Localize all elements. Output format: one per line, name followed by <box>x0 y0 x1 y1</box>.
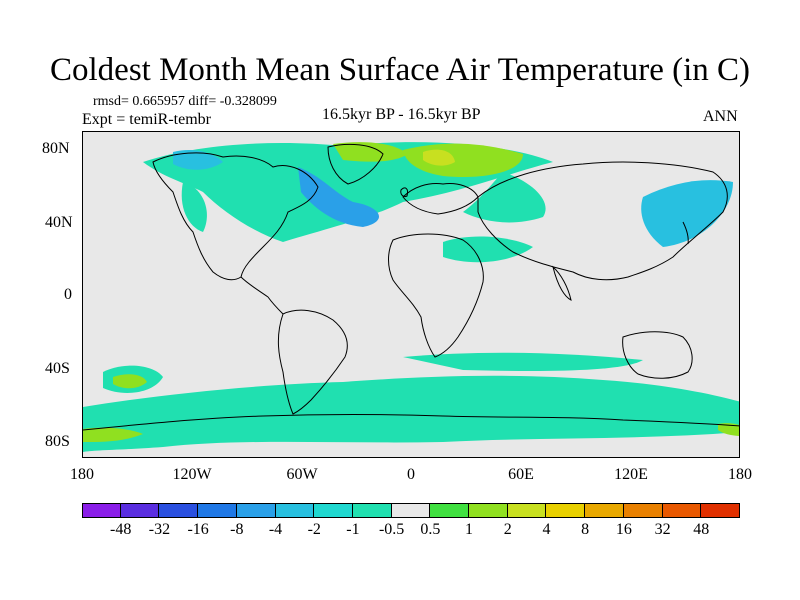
patch-greenland-green <box>333 142 408 162</box>
patch-north-america-west <box>181 182 207 232</box>
patch-labrador-blue <box>298 167 380 227</box>
colorbar-label: -8 <box>230 521 244 538</box>
xtick-label: 120E <box>614 466 648 483</box>
xtick-label: 0 <box>407 466 415 483</box>
experiment-label: Expt = temiR-tembr <box>82 111 211 128</box>
coast-india <box>552 265 572 301</box>
colorbar-box <box>275 503 315 518</box>
coast-antarctica <box>83 414 739 431</box>
patch-indian-ocean <box>403 352 643 371</box>
colorbar-label: -48 <box>110 521 132 538</box>
anomaly-patches <box>83 142 739 452</box>
xtick-label: 60E <box>508 466 534 483</box>
colorbar-box <box>623 503 663 518</box>
coast-uk <box>400 187 408 197</box>
world-map <box>82 131 740 458</box>
colorbar-box <box>120 503 160 518</box>
colorbar-label: 32 <box>654 521 671 538</box>
coast-central-america <box>240 276 284 315</box>
patch-alaska <box>173 150 223 170</box>
coast-australia <box>622 331 693 379</box>
xtick-label: 180 <box>728 466 752 483</box>
colorbar-label: -16 <box>187 521 209 538</box>
patch-central-asia <box>443 236 533 263</box>
coast-south-america <box>277 309 348 415</box>
ytick-label: 40S <box>45 360 70 377</box>
colorbar-box <box>159 503 199 518</box>
xtick-label: 60W <box>286 466 318 483</box>
colorbar-label: 2 <box>503 521 512 538</box>
colorbar-box <box>546 503 586 518</box>
plot-title: Coldest Month Mean Surface Air Temperatu… <box>50 52 750 88</box>
colorbar-box <box>701 503 740 518</box>
colorbar-box <box>469 503 508 518</box>
colorbar-label: 0.5 <box>420 521 441 538</box>
colorbar-label: 1 <box>465 521 474 538</box>
patch-south-pacific-green <box>113 374 147 389</box>
colorbar-label: -0.5 <box>378 521 405 538</box>
colorbar-label: -4 <box>268 521 283 538</box>
xtick-label: 120W <box>172 466 212 483</box>
patch-southern-ocean <box>83 375 739 452</box>
rmsd-diff-stats: rmsd= 0.665957 diff= -0.328099 <box>93 94 277 109</box>
patch-scandinavia-yellow <box>423 149 455 166</box>
patch-siberia-teal <box>463 172 546 223</box>
coast-africa <box>388 233 484 358</box>
colorbar-label: -1 <box>346 521 360 538</box>
period-label: 16.5kyr BP - 16.5kyr BP <box>322 106 481 123</box>
colorbar-label: -32 <box>148 521 171 538</box>
colorbar-box <box>662 503 702 518</box>
colorbar-box <box>198 503 237 518</box>
coast-japan <box>682 221 689 245</box>
colorbar-label: -2 <box>307 521 321 538</box>
coast-asia <box>477 161 728 281</box>
colorbar-label: 4 <box>542 521 551 538</box>
patch-antarctic-green-east <box>718 423 739 436</box>
colorbar-box <box>507 503 547 518</box>
coastlines <box>83 143 739 431</box>
colorbar-box <box>236 503 276 518</box>
colorbar-box <box>314 503 353 518</box>
map-canvas <box>83 142 739 452</box>
coast-north-america <box>152 152 319 281</box>
ytick-label: 40N <box>45 214 73 231</box>
season-label: ANN <box>703 108 738 125</box>
ytick-label: 80S <box>45 433 70 450</box>
ytick-label: 0 <box>64 286 72 303</box>
colorbar-box <box>585 503 624 518</box>
ytick-label: 80N <box>42 140 70 157</box>
patch-antarctic-green <box>83 427 143 442</box>
colorbar-label: 8 <box>581 521 590 538</box>
colorbar-box <box>352 503 392 518</box>
coast-greenland <box>327 143 384 185</box>
patch-east-asia <box>641 180 733 247</box>
xtick-label: 180 <box>70 466 94 483</box>
colorbar-box <box>391 503 431 518</box>
colorbar-label: 48 <box>693 521 710 538</box>
colorbar-label: 16 <box>615 521 632 538</box>
colorbar-box <box>82 503 121 518</box>
colorbar-box <box>430 503 470 518</box>
